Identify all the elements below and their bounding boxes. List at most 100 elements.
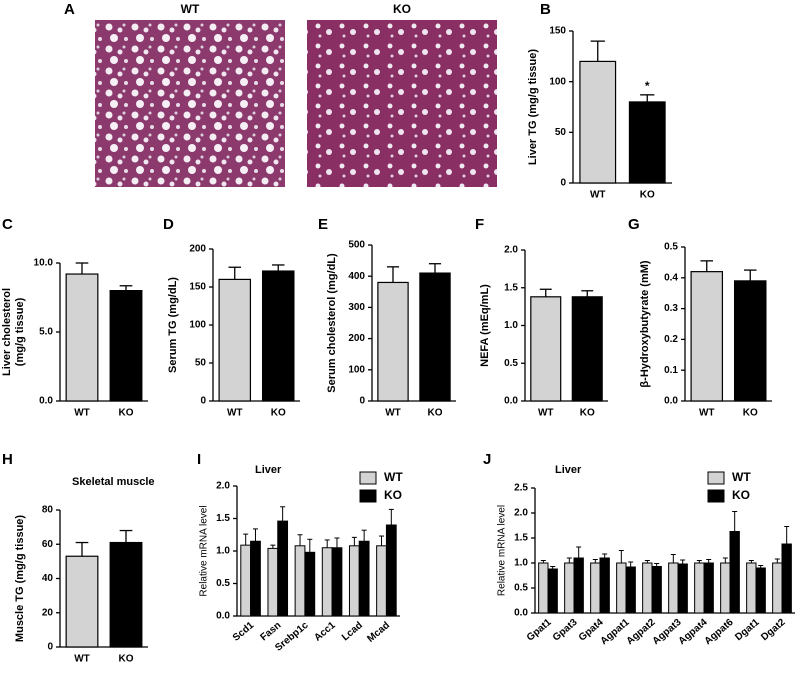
y-tick-label: 0 — [560, 178, 566, 189]
x-tick-label: KO — [580, 408, 595, 419]
panel-label: H — [2, 451, 13, 468]
y-tick-label: 2.5 — [514, 483, 528, 494]
bar — [668, 562, 679, 614]
bar — [530, 296, 562, 402]
panel-label: A — [64, 1, 75, 18]
y-tick-label: 0.5 — [504, 358, 518, 369]
bar — [564, 562, 575, 614]
y-tick-label: 200 — [189, 244, 206, 255]
x-tick-label: KO — [119, 654, 134, 665]
bar — [261, 270, 295, 402]
y-tick-label: 0.5 — [216, 578, 230, 589]
y-axis-label: (mg/g tissue) — [14, 297, 26, 366]
bar — [304, 551, 316, 617]
bar — [547, 568, 558, 614]
bar — [590, 562, 601, 614]
y-tick-label: 50 — [555, 127, 567, 138]
x-tick-label: WT — [699, 408, 715, 419]
bar — [294, 545, 306, 617]
bar — [651, 566, 662, 614]
y-tick-label: 0.0 — [216, 611, 230, 622]
bar — [331, 547, 343, 617]
legend-label: KO — [384, 488, 402, 502]
bar — [677, 563, 688, 614]
bar — [729, 531, 740, 614]
bar — [65, 273, 99, 402]
bar — [599, 557, 610, 614]
y-tick-label: 1.5 — [514, 533, 528, 544]
y-tick-label: 0 — [47, 642, 53, 653]
y-tick-label: 100 — [348, 364, 365, 375]
y-tick-label: 0.0 — [514, 608, 528, 619]
y-tick-label: 0.0 — [39, 396, 53, 407]
y-tick-label: 0.1 — [664, 365, 678, 376]
y-tick-label: 2.0 — [216, 481, 230, 492]
y-tick-label: 500 — [348, 240, 365, 251]
bar — [616, 562, 627, 614]
histology-image — [307, 20, 497, 187]
bar — [573, 557, 584, 614]
x-tick-label: WT — [590, 190, 606, 201]
bar — [321, 547, 333, 617]
bar — [625, 566, 636, 614]
bar — [694, 562, 705, 614]
bar — [267, 547, 279, 617]
chart-title: Skeletal muscle — [72, 476, 155, 488]
bar — [240, 544, 252, 617]
legend-swatch — [707, 471, 725, 485]
x-tick-label: WT — [538, 408, 554, 419]
legend-label: KO — [732, 488, 750, 502]
bar — [109, 541, 143, 648]
x-tick-label: KO — [271, 408, 286, 419]
y-tick-label: 0.0 — [504, 396, 518, 407]
x-tick-label: Mcad — [365, 620, 392, 645]
y-tick-label: 200 — [348, 333, 365, 344]
bar — [538, 562, 549, 614]
y-axis-label: Liver TG (mg/g tissue) — [527, 49, 539, 165]
y-tick-label: 0 — [200, 396, 206, 407]
y-axis-label: β-Hydroxybutyrate (mM) — [639, 260, 651, 387]
chart-title: Liver — [555, 464, 582, 476]
x-tick-label: KO — [428, 408, 443, 419]
bar — [642, 562, 653, 614]
bar — [376, 545, 387, 617]
legend-label: WT — [384, 470, 403, 484]
x-tick-label: Lcad — [340, 620, 365, 643]
legend-swatch — [707, 489, 725, 503]
y-tick-label: 2.0 — [514, 508, 528, 519]
y-tick-label: 40 — [42, 573, 54, 584]
y-axis-label: Serum cholesterol (mg/dL) — [326, 253, 338, 393]
y-tick-label: 150 — [549, 26, 566, 37]
bar — [571, 296, 603, 402]
panel-label: C — [2, 216, 13, 233]
bar — [690, 271, 724, 402]
y-tick-label: 300 — [348, 302, 365, 313]
bar — [358, 540, 370, 617]
bar — [385, 524, 397, 617]
x-tick-label: WT — [74, 654, 90, 665]
y-tick-label: 1.0 — [216, 546, 230, 557]
y-tick-label: 1.5 — [504, 282, 518, 293]
x-tick-label: WT — [74, 408, 90, 419]
chart-title: Liver — [255, 464, 282, 476]
y-tick-label: 1.0 — [514, 558, 528, 569]
y-tick-label: 0 — [359, 396, 365, 407]
legend-swatch — [359, 489, 377, 503]
y-axis-label: NEFA (mEq/mL) — [479, 284, 491, 367]
bar — [65, 555, 99, 648]
bar — [720, 562, 731, 614]
y-tick-label: 0.5 — [514, 583, 528, 594]
x-tick-label: Agpat6 — [703, 617, 736, 647]
y-tick-label: 0.3 — [664, 303, 678, 314]
bar — [109, 290, 143, 402]
bar — [703, 562, 714, 614]
y-tick-label: 150 — [189, 282, 206, 293]
y-axis-label: Serum TG (mg/dL) — [167, 277, 179, 373]
legend-label: WT — [732, 470, 751, 484]
y-axis-label: Muscle TG (mg/g tissue) — [14, 515, 26, 642]
panel-label: B — [540, 1, 551, 18]
y-tick-label: 0.2 — [664, 334, 678, 345]
annotation: * — [645, 79, 650, 93]
y-tick-label: 50 — [195, 358, 207, 369]
